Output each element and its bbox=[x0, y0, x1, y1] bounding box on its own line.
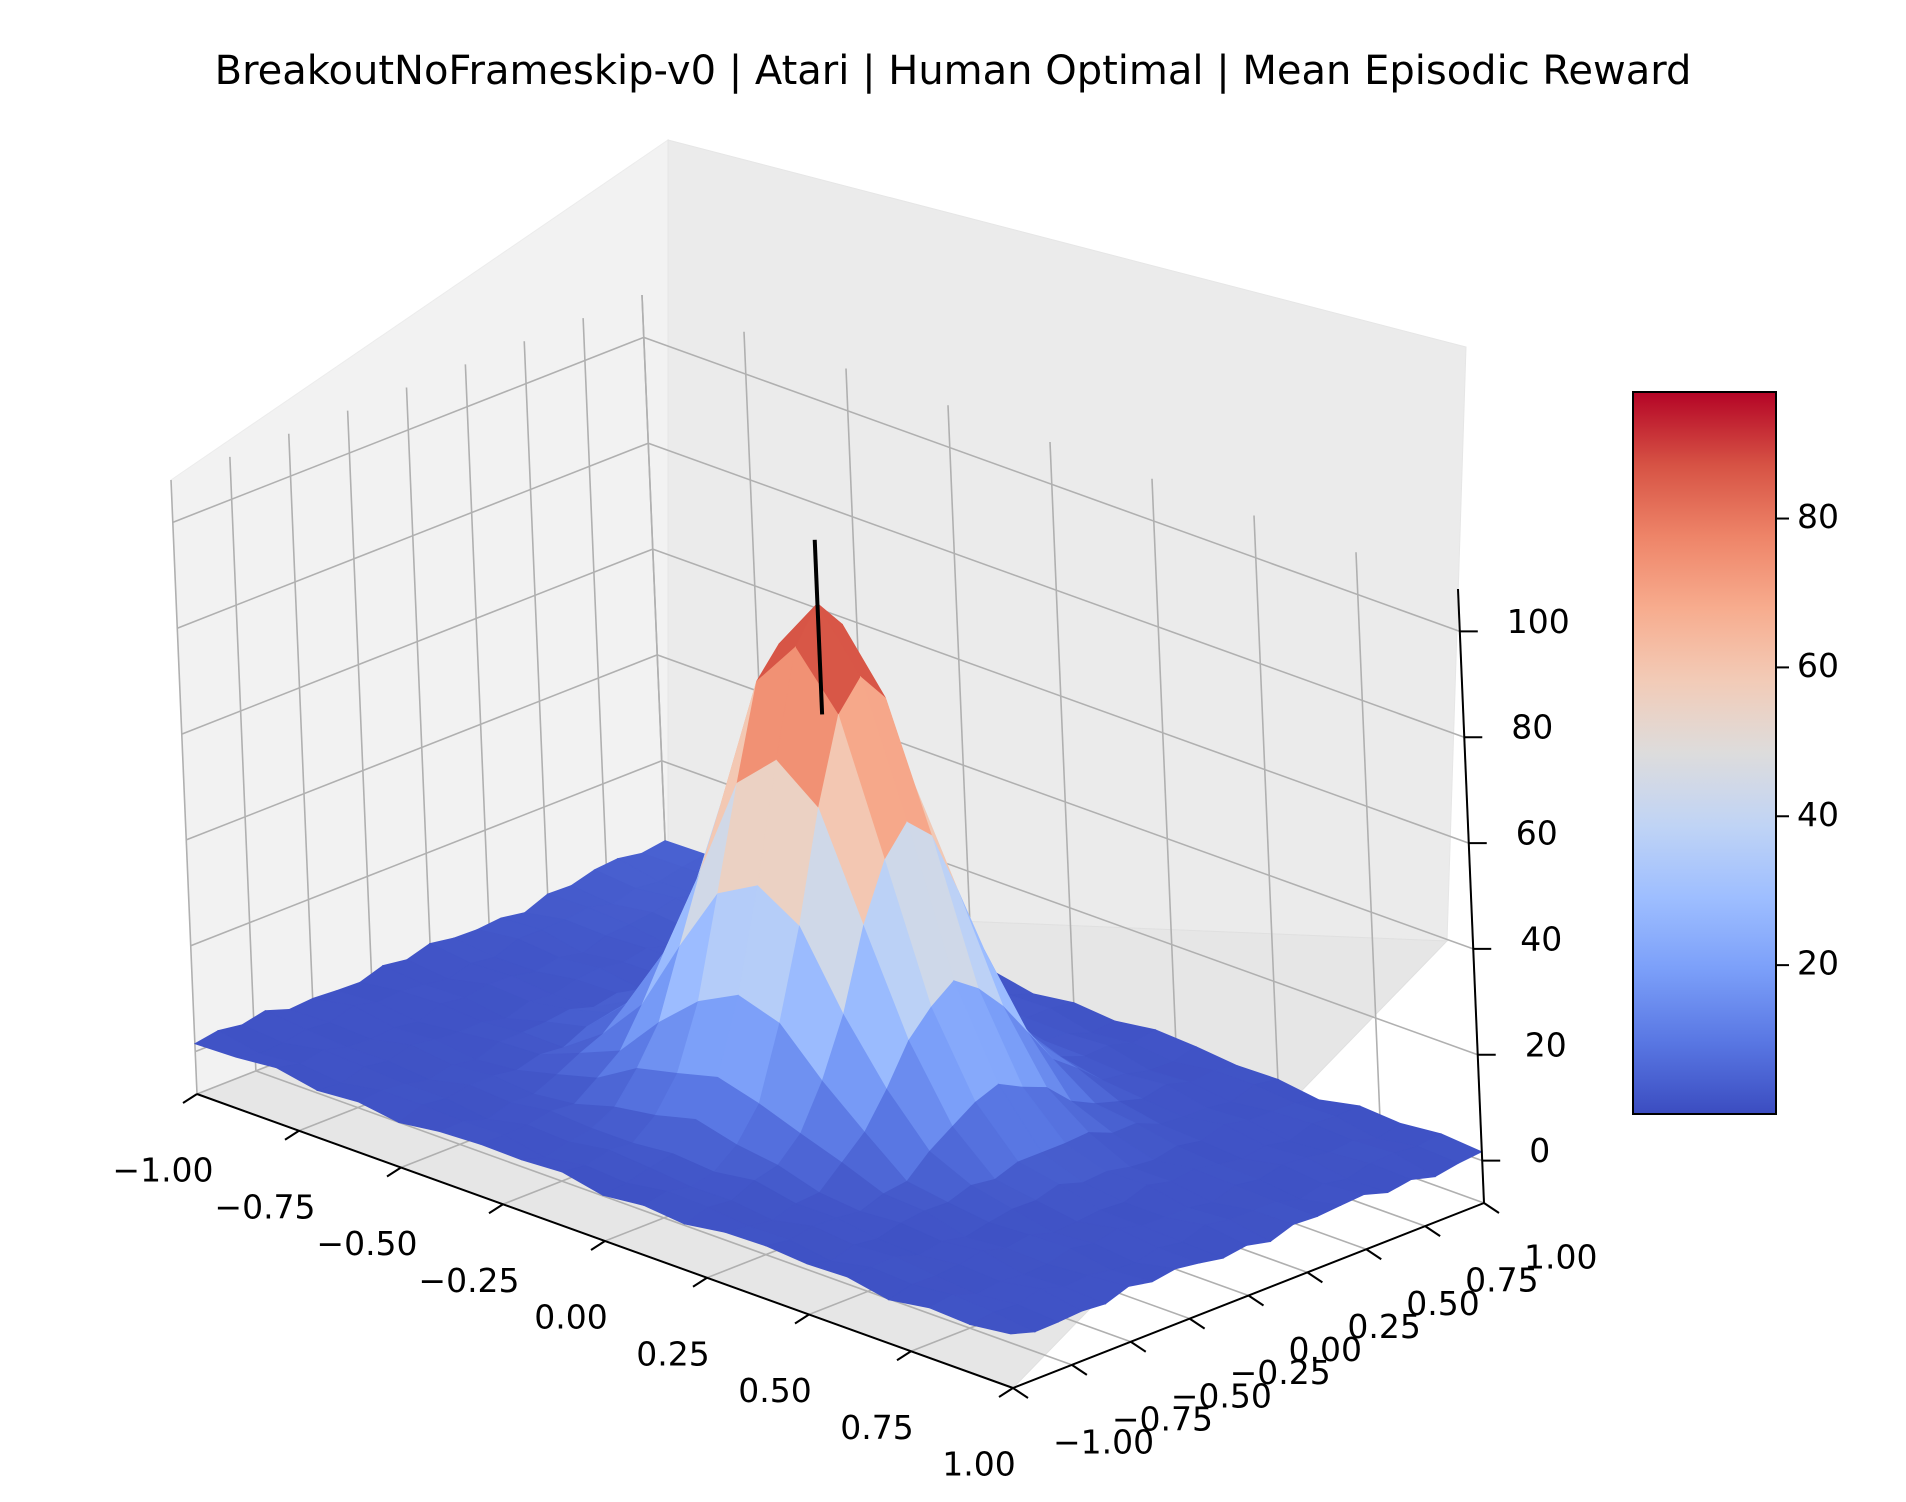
grid-line bbox=[176, 442, 649, 629]
x-tick-label: −0.75 bbox=[214, 1187, 315, 1226]
x-tick-label: −0.50 bbox=[316, 1224, 417, 1263]
y-tick-mark bbox=[1130, 1340, 1147, 1353]
colorbar: 20 40 60 80 bbox=[1632, 391, 1839, 1115]
x-tick-mark bbox=[794, 1313, 810, 1325]
grid-line bbox=[1151, 478, 1179, 1093]
grid-line bbox=[1253, 515, 1281, 1130]
y-tick-mark bbox=[1365, 1248, 1382, 1261]
y-tick-label: −0.50 bbox=[1171, 1376, 1272, 1415]
x-tick-label: 0.50 bbox=[738, 1371, 811, 1410]
y-tick-mark bbox=[1012, 1387, 1029, 1399]
grid-line bbox=[185, 654, 658, 841]
x-tick-mark bbox=[182, 1093, 198, 1104]
y-tick-mark bbox=[1247, 1294, 1265, 1307]
reward-surface bbox=[193, 602, 1483, 1335]
x-tick-mark bbox=[590, 1240, 606, 1251]
x-tick-label: −1.00 bbox=[112, 1151, 213, 1190]
marker-line bbox=[812, 539, 825, 715]
grid-line bbox=[190, 760, 663, 947]
x-tick-label: 0.00 bbox=[534, 1298, 607, 1337]
colorbar-tick-label: 80 bbox=[1797, 497, 1839, 536]
y-tick-mark bbox=[1071, 1364, 1088, 1376]
z-tick-label: 80 bbox=[1511, 708, 1553, 747]
grid-line bbox=[648, 442, 1465, 738]
z-tick-label: 100 bbox=[1507, 602, 1570, 641]
y-tick-label: 0.25 bbox=[1347, 1307, 1420, 1346]
colorbar-tick-label: 20 bbox=[1797, 944, 1839, 983]
y-tick-label: 0.50 bbox=[1406, 1284, 1479, 1323]
surface-facet bbox=[968, 1311, 1037, 1335]
y-tick-mark bbox=[1306, 1271, 1323, 1284]
grid-line bbox=[405, 387, 434, 1002]
x-tick-mark bbox=[386, 1166, 402, 1178]
x-tick-mark bbox=[998, 1387, 1014, 1398]
chart-title: BreakoutNoFrameskip-v0 | Atari | Human O… bbox=[215, 48, 1692, 94]
tick-labels: −1.00−0.75−0.50−0.250.000.250.500.751.00… bbox=[112, 602, 1597, 1484]
x-tick-label: 0.75 bbox=[840, 1408, 913, 1447]
x-tick-mark bbox=[284, 1129, 300, 1141]
x-tick-mark bbox=[488, 1203, 504, 1215]
colorbar-ticks: 20 40 60 80 bbox=[1776, 497, 1839, 983]
colorbar-tick-label: 40 bbox=[1797, 795, 1839, 834]
x-tick-label: 0.25 bbox=[636, 1334, 709, 1373]
y-tick-label: −0.25 bbox=[1230, 1353, 1331, 1392]
grid-line bbox=[582, 318, 610, 933]
y-tick-mark bbox=[1189, 1317, 1206, 1330]
grid-line bbox=[181, 548, 654, 735]
grid-line bbox=[172, 336, 645, 524]
y-tick-mark bbox=[1424, 1225, 1441, 1237]
y-tick-label: 0.00 bbox=[1289, 1330, 1362, 1369]
z-tick-label: 0 bbox=[1529, 1131, 1550, 1170]
grid-line bbox=[641, 294, 669, 910]
grid-line bbox=[255, 1070, 1073, 1366]
x-tick-mark bbox=[896, 1350, 912, 1362]
colorbar-body bbox=[1632, 391, 1777, 1115]
x-tick-label: 1.00 bbox=[942, 1445, 1015, 1484]
grid-line bbox=[1049, 441, 1077, 1057]
grid-line bbox=[652, 548, 1470, 844]
grid-line bbox=[170, 479, 198, 1095]
grid-line bbox=[523, 341, 552, 956]
optimum-marker-line bbox=[812, 539, 825, 715]
axes bbox=[182, 588, 1501, 1399]
z-tick-label: 20 bbox=[1525, 1025, 1567, 1064]
z-tick-label: 40 bbox=[1520, 919, 1562, 958]
grid-line bbox=[287, 433, 316, 1048]
x-tick-mark bbox=[692, 1276, 708, 1288]
x-tick-label: −0.25 bbox=[418, 1261, 519, 1300]
y-tick-mark bbox=[1483, 1202, 1500, 1214]
grid-line bbox=[346, 410, 375, 1025]
grid-line bbox=[464, 364, 493, 979]
grid-line bbox=[229, 456, 257, 1071]
z-axis-line bbox=[1457, 588, 1485, 1204]
grid-line bbox=[1355, 552, 1383, 1167]
y-tick-label: −0.75 bbox=[1112, 1399, 1213, 1438]
z-tick-label: 60 bbox=[1516, 814, 1558, 853]
y-tick-label: 0.75 bbox=[1465, 1261, 1538, 1300]
grid-line bbox=[643, 336, 1461, 633]
y-tick-label: −1.00 bbox=[1053, 1423, 1154, 1462]
y-tick-label: 1.00 bbox=[1524, 1238, 1597, 1277]
colorbar-tick-label: 60 bbox=[1797, 646, 1839, 685]
